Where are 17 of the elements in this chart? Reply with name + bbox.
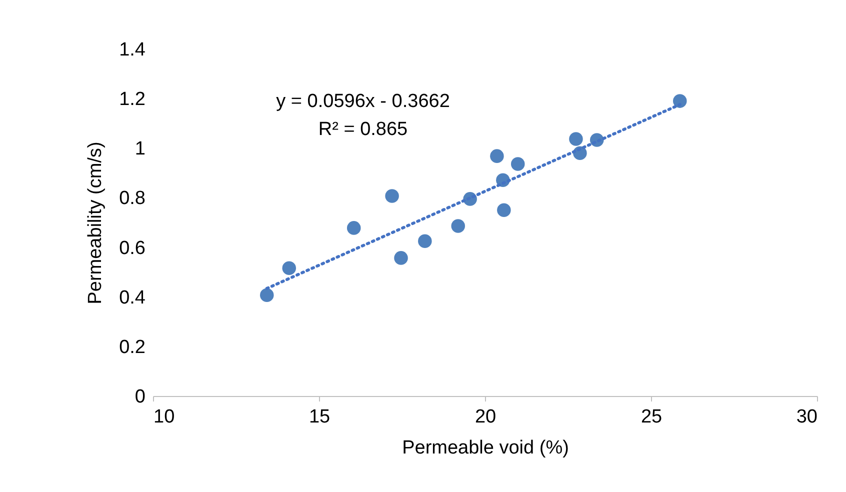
annotation: y = 0.0596x - 0.3662	[276, 91, 450, 112]
x-tick-label: 15	[308, 406, 330, 428]
y-tick-label: 0.8	[119, 188, 146, 210]
y-tick-label: 1.4	[119, 40, 146, 60]
x-axis-title: Permeable void (%)	[402, 438, 569, 458]
y-tick-label: 1.2	[119, 89, 146, 110]
x-tick-label: 20	[474, 406, 496, 428]
y-tick-label: 0.6	[119, 238, 146, 259]
y-tick-label: 0	[134, 386, 146, 408]
y-tick-label: 0.2	[119, 336, 146, 358]
x-tick-label: 30	[796, 406, 818, 428]
annotation: R² = 0.865	[318, 119, 408, 140]
x-tick-label: 10	[154, 406, 175, 428]
y-tick-label: 1	[134, 138, 146, 160]
x-tick-label: 25	[640, 406, 662, 428]
y-axis-title: Permeability (cm/s)	[85, 142, 106, 304]
y-tick-label: 0.4	[119, 287, 146, 308]
